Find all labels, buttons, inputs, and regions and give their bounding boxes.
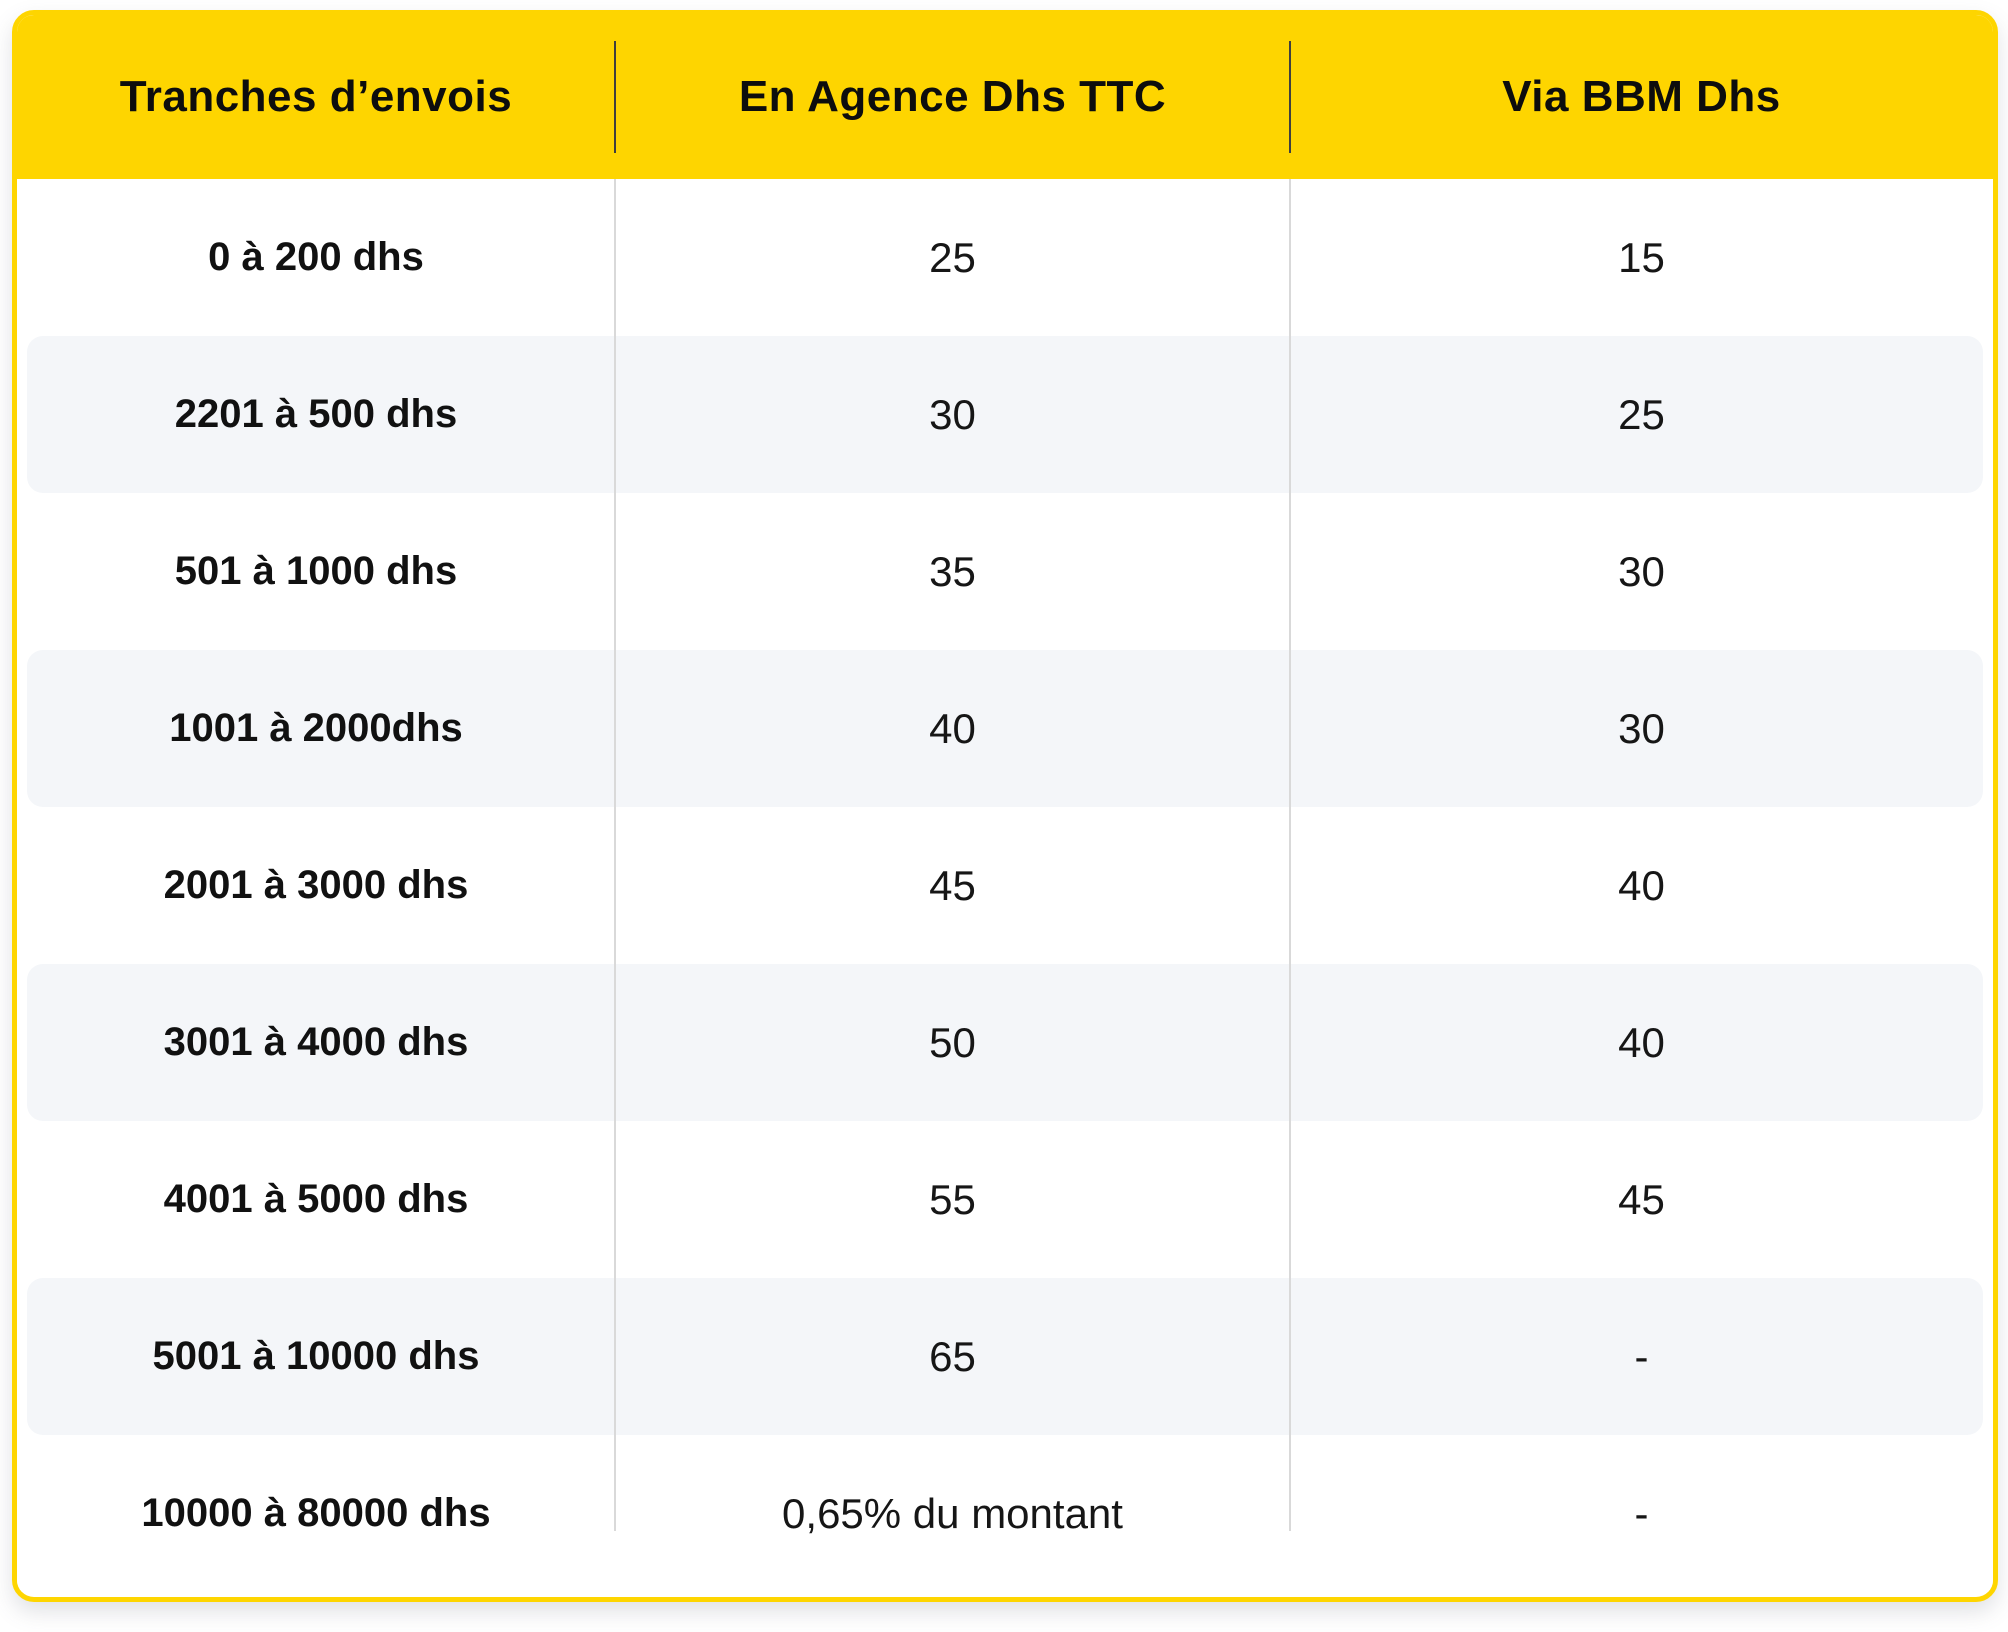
tranche-cell: 5001 à 10000 dhs [152,1334,480,1378]
agence-cell: 45 [929,861,976,909]
tranche-cell: 10000 à 80000 dhs [141,1491,491,1535]
tranche-cell: 2201 à 500 dhs [174,392,458,436]
tariff-table-card: Tranches d’envois En Agence Dhs TTC Via … [12,10,1998,1602]
agence-cell: 40 [929,704,976,752]
table-row: 4001 à 5000 dhs 55 45 [17,1121,1993,1278]
tranche-cell: 1001 à 2000dhs [169,706,463,750]
agence-cell: 65 [929,1332,976,1380]
agence-cell: 55 [929,1175,976,1223]
bbm-cell: 15 [1618,233,1665,281]
table-row: 2201 à 500 dhs 30 25 [17,336,1993,493]
bbm-cell: 25 [1618,390,1665,438]
table-row: 3001 à 4000 dhs 50 40 [17,964,1993,1121]
bbm-cell: 30 [1618,704,1665,752]
column-divider [1289,179,1291,1531]
table-row: 5001 à 10000 dhs 65 - [17,1278,1993,1435]
tranche-cell: 3001 à 4000 dhs [163,1020,469,1064]
agence-cell: 25 [929,233,976,281]
bbm-cell: 40 [1618,1018,1665,1066]
agence-cell: 30 [929,390,976,438]
bbm-cell: 45 [1618,1175,1665,1223]
table-row: 10000 à 80000 dhs 0,65% du montant - [17,1435,1993,1592]
tranche-cell: 2001 à 3000 dhs [163,863,469,907]
column-divider [614,179,616,1531]
table-row: 501 à 1000 dhs 35 30 [17,493,1993,650]
header-bbm: Via BBM Dhs [1502,72,1781,121]
bbm-cell: 30 [1618,547,1665,595]
agence-cell: 35 [929,547,976,595]
header-tranches: Tranches d’envois [119,72,513,121]
table-row: 1001 à 2000dhs 40 30 [17,650,1993,807]
bbm-cell: - [1634,1489,1649,1537]
table-body: 0 à 200 dhs 25 15 2201 à 500 dhs 30 25 501 à 1… [17,179,1993,1592]
bbm-cell: 40 [1618,861,1665,909]
tranche-cell: 501 à 1000 dhs [174,549,458,593]
table-header: Tranches d’envois En Agence Dhs TTC Via … [17,15,1993,179]
bbm-cell: - [1634,1332,1649,1380]
tranche-cell: 0 à 200 dhs [208,235,424,279]
agence-cell: 50 [929,1018,976,1066]
table-row: 0 à 200 dhs 25 15 [17,179,1993,336]
header-column-divider [614,41,616,153]
agence-cell: 0,65% du montant [782,1489,1123,1537]
tranche-cell: 4001 à 5000 dhs [163,1177,469,1221]
table-row: 2001 à 3000 dhs 45 40 [17,807,1993,964]
header-agence: En Agence Dhs TTC [738,72,1167,121]
header-column-divider [1289,41,1291,153]
